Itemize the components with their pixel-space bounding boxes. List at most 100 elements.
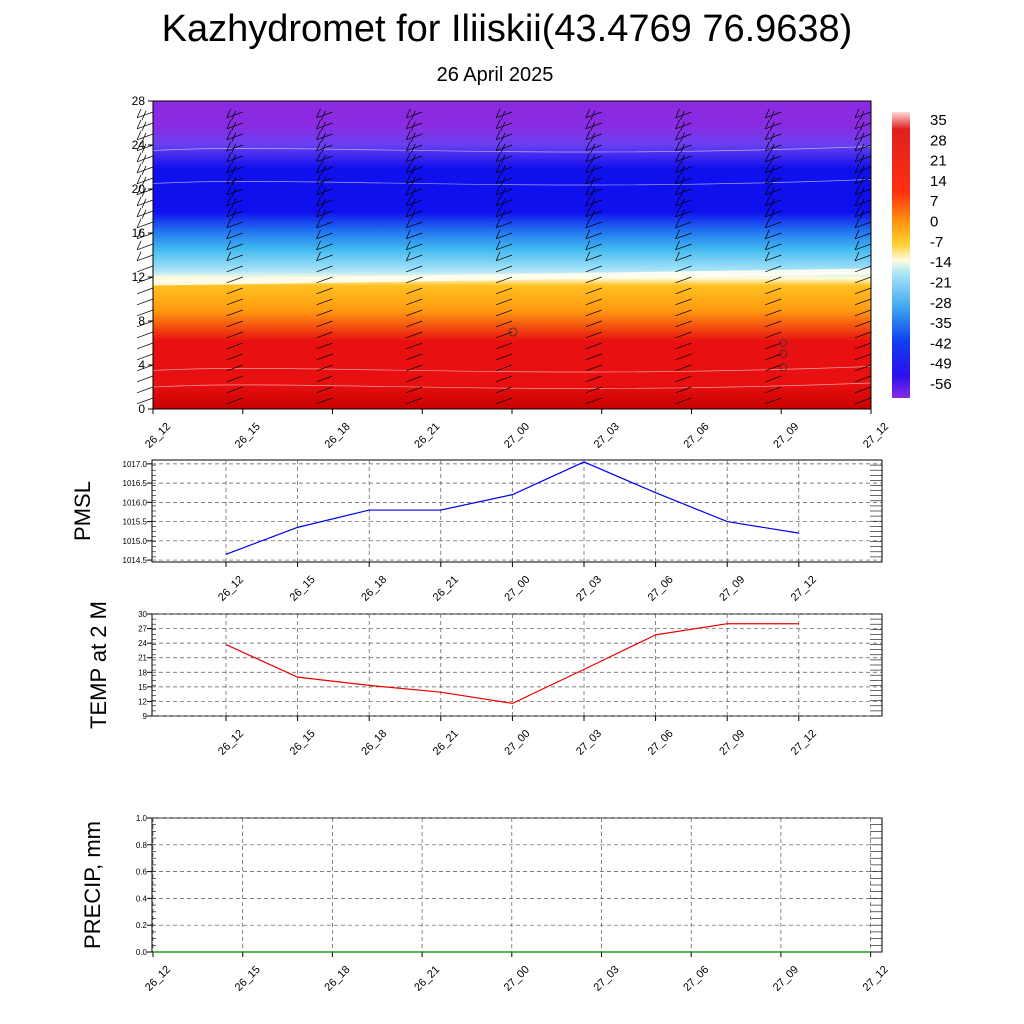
wind-barb: [316, 276, 333, 284]
wind-barb: [854, 353, 872, 361]
calm-marker: [779, 339, 788, 347]
wind-barb: [764, 152, 782, 164]
wind-barb: [495, 163, 513, 175]
colorbar-label: 35: [930, 112, 947, 129]
wind-barb: [675, 163, 692, 175]
wind-barb: [316, 309, 333, 317]
y-tick-label: 1.0: [136, 814, 148, 823]
wind-barb: [226, 141, 243, 153]
x-tick-label: 27_12: [789, 574, 819, 604]
contour-line-1: [152, 366, 872, 373]
x-tick-label: 26_15: [288, 728, 318, 758]
x-tick-label: 26_21: [412, 421, 442, 451]
wind-barb: [585, 287, 602, 295]
wind-barb: [316, 287, 333, 295]
x-tick-label: 27_09: [717, 728, 747, 758]
wind-barb: [495, 240, 513, 251]
x-tick-label: 26_15: [233, 964, 263, 994]
wind-barb: [675, 185, 692, 197]
wind-barb: [675, 342, 692, 350]
wind-barb: [854, 331, 872, 339]
wind-barb: [495, 342, 513, 350]
wind-barb: [675, 386, 692, 394]
x-tick-label: 27_00: [502, 964, 532, 994]
wind-barb: [136, 298, 154, 306]
x-tick-label: 27_06: [681, 964, 711, 994]
wind-barb: [226, 185, 243, 197]
temp-ylabel: TEMP at 2 M: [86, 601, 111, 729]
wind-barb: [585, 229, 602, 240]
wind-barb: [495, 152, 513, 164]
wind-barb: [226, 108, 243, 120]
wind-barb: [316, 130, 333, 142]
wind-barb: [675, 141, 692, 153]
wind-barb: [585, 130, 602, 142]
wind-barb: [405, 229, 423, 240]
wind-barb: [495, 320, 513, 328]
wind-barb: [764, 196, 782, 208]
wind-barb: [585, 218, 602, 229]
y-tick-label: 0.8: [136, 841, 148, 850]
pmsl-ylabel: PMSL: [70, 481, 95, 541]
wind-barb: [405, 196, 423, 208]
wind-barb: [675, 276, 692, 284]
wind-barb: [854, 174, 872, 186]
colorbar-label: 7: [930, 193, 938, 210]
wind-barb: [854, 185, 872, 197]
wind-barb: [226, 207, 243, 219]
wind-barb: [136, 386, 154, 394]
wind-barb: [136, 287, 154, 295]
wind-barb: [854, 130, 872, 142]
colorbar-label: -28: [930, 295, 952, 312]
wind-barb: [854, 364, 872, 372]
y-tick-label: 21: [138, 654, 147, 663]
wind-barb: [406, 364, 423, 372]
wind-barb: [406, 309, 423, 317]
colorbar-label: -42: [930, 335, 952, 352]
wind-barb: [405, 207, 423, 219]
wind-barb: [495, 364, 513, 372]
wind-barb: [495, 108, 513, 120]
y-tick-label: 16: [132, 226, 146, 240]
wind-barb: [495, 298, 513, 306]
wind-barb: [585, 265, 602, 273]
wind-barb: [585, 331, 602, 339]
wind-barb: [136, 353, 154, 361]
wind-barb: [585, 375, 602, 383]
wind-barb: [136, 229, 154, 240]
wind-barb: [675, 309, 692, 317]
wind-barb: [316, 218, 333, 229]
x-tick-label: 27_06: [646, 574, 676, 604]
wind-barb: [675, 375, 692, 383]
wind-barb: [675, 251, 692, 262]
wind-barb: [136, 364, 154, 372]
x-tick-label: 27_12: [789, 728, 819, 758]
wind-barb: [585, 119, 602, 131]
wind-barb: [316, 320, 333, 328]
wind-barb: [765, 309, 782, 317]
y-tick-label: 27: [138, 625, 147, 634]
wind-barb: [675, 218, 692, 229]
wind-barb: [765, 276, 782, 284]
wind-barb: [585, 185, 602, 197]
wind-barb: [406, 353, 423, 361]
wind-barb: [675, 287, 692, 295]
wind-barb: [854, 119, 872, 131]
cross-section-field: [153, 101, 871, 409]
wind-barb: [316, 240, 333, 251]
x-tick-label: 26_18: [322, 964, 352, 994]
contour-line-0: [152, 382, 872, 389]
wind-barb: [585, 240, 602, 251]
wind-barb: [495, 218, 513, 229]
wind-barb: [854, 240, 872, 251]
wind-barb: [585, 342, 602, 350]
wind-barb: [405, 108, 423, 120]
wind-barb: [765, 287, 782, 295]
wind-barb: [675, 320, 692, 328]
wind-barb: [765, 342, 782, 350]
x-tick-label: 26_15: [233, 421, 263, 451]
y-tick-label: 1015.0: [123, 537, 148, 546]
wind-barb: [675, 152, 692, 164]
x-tick-label: 27_00: [502, 421, 532, 451]
x-tick-label: 26_18: [323, 421, 353, 451]
